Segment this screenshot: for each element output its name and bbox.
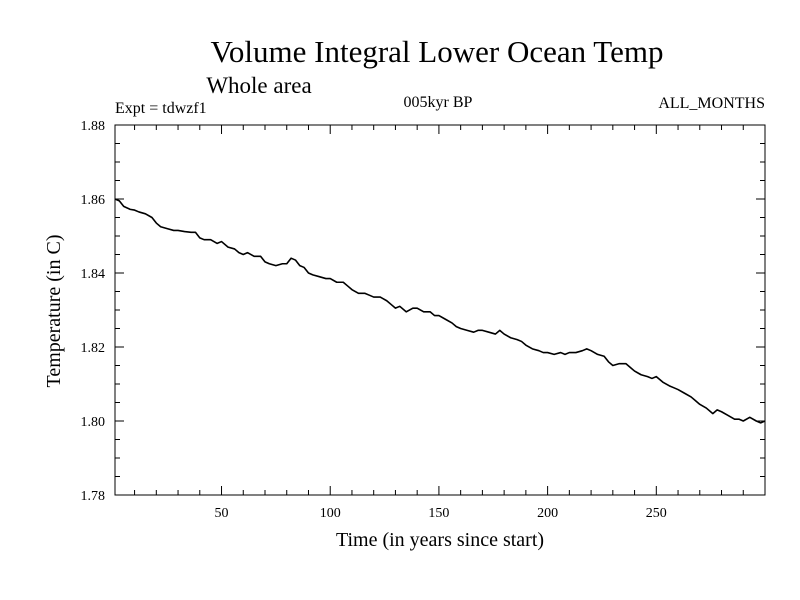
plot-frame <box>114 124 766 496</box>
x-axis <box>134 125 744 495</box>
y-axis-label: Temperature (in C) <box>43 235 65 388</box>
chart-title: Volume Integral Lower Ocean Temp <box>211 34 664 69</box>
y-tick-label: 1.86 <box>81 193 106 208</box>
series-line <box>114 198 766 424</box>
months-label: ALL_MONTHS <box>658 95 765 112</box>
x-tick-label: 50 <box>215 506 229 521</box>
experiment-label: Expt = tdwzf1 <box>115 100 207 117</box>
x-tick-label: 250 <box>646 506 667 521</box>
x-tick-label: 100 <box>320 506 341 521</box>
y-tick-labels: 1.78 1.80 1.82 1.84 1.86 1.88 <box>81 119 106 504</box>
x-tick-label: 150 <box>428 506 449 521</box>
y-tick-label: 1.88 <box>81 119 106 134</box>
y-tick-label: 1.80 <box>81 415 106 430</box>
x-tick-labels: 50 100 150 200 250 <box>215 506 667 521</box>
x-tick-label: 200 <box>537 506 558 521</box>
y-tick-label: 1.82 <box>81 341 106 356</box>
y-tick-label: 1.84 <box>81 267 106 282</box>
y-tick-label: 1.78 <box>81 489 106 504</box>
y-axis <box>115 143 765 477</box>
x-axis-label: Time (in years since start) <box>336 529 544 551</box>
chart-subtitle: Whole area <box>206 73 311 98</box>
period-label: 005kyr BP <box>404 94 473 111</box>
